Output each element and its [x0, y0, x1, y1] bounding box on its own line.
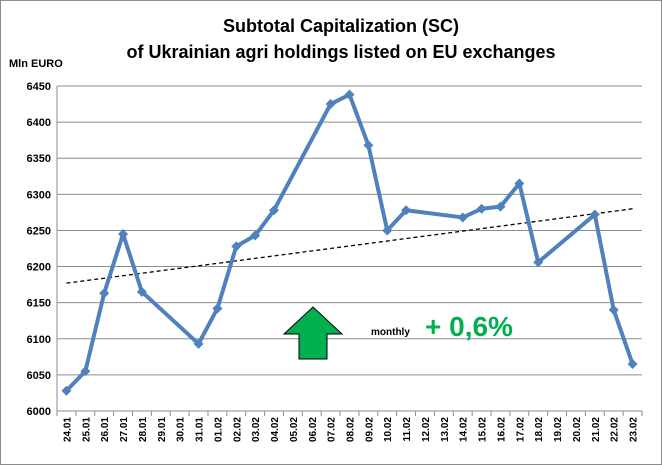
x-tick-label: 08.02: [346, 417, 357, 442]
y-tick-6450: 6450: [27, 81, 51, 93]
x-tick-label: 01.02: [213, 417, 224, 442]
x-tick-label: 23.02: [629, 417, 640, 442]
data-point-14.02: [457, 212, 468, 223]
chart-title-line-1: Subtotal Capitalization (SC): [223, 16, 459, 36]
x-tick-label: 30.01: [176, 417, 187, 442]
x-tick-label: 07.02: [327, 417, 338, 442]
x-tick-label: 03.02: [251, 417, 262, 442]
y-tick-6350: 6350: [27, 153, 51, 165]
data-point-31.01: [193, 338, 204, 349]
axes: [56, 86, 643, 416]
data-point-02.02: [231, 241, 242, 252]
up-arrow-icon: [282, 306, 344, 360]
data-point-17.02: [514, 178, 525, 189]
x-tick-label: 26.01: [100, 417, 111, 442]
x-tick-label: 14.02: [459, 417, 470, 442]
y-tick-6150: 6150: [27, 298, 51, 310]
y-tick-6400: 6400: [27, 117, 51, 129]
data-point-15.02: [476, 203, 487, 214]
x-tick-label: 16.02: [496, 417, 507, 442]
x-tick-label: 11.02: [402, 417, 413, 442]
data-point-22.02: [608, 304, 619, 315]
data-point-09.02: [363, 140, 374, 151]
data-point-16.02: [495, 201, 506, 212]
y-axis-label: Mln EURO: [9, 58, 63, 70]
chart-title-line-2: of Ukrainian agri holdings listed on EU …: [126, 42, 555, 62]
x-tick-label: 04.02: [270, 417, 281, 442]
series-line: [64, 92, 635, 393]
x-tick-label: 24.01: [62, 417, 73, 442]
x-tick-label: 28.01: [138, 417, 149, 442]
series-group: [64, 92, 635, 393]
y-tick-6050: 6050: [27, 370, 51, 382]
data-point-26.01: [99, 288, 110, 299]
x-tick-label: 15.02: [478, 417, 489, 442]
data-point-27.01: [118, 229, 129, 240]
data-point-28.01: [136, 286, 147, 297]
x-tick-label: 06.02: [308, 417, 319, 442]
x-tick-label: 31.01: [195, 417, 206, 442]
data-point-01.02: [212, 303, 223, 314]
data-point-03.02: [250, 230, 261, 241]
x-tick-label: 05.02: [289, 417, 300, 442]
x-tick-label: 21.02: [591, 417, 602, 442]
y-tick-6200: 6200: [27, 262, 51, 274]
data-point-25.01: [80, 366, 91, 377]
data-point-24.01: [61, 385, 72, 396]
data-point-18.02: [533, 257, 544, 268]
data-point-10.02: [382, 225, 393, 236]
points-group: [61, 89, 638, 396]
annotation-label: monthly: [371, 327, 410, 338]
y-tick-6000: 6000: [27, 406, 51, 418]
data-point-23.02: [627, 359, 638, 370]
data-point-04.02: [269, 205, 280, 216]
y-tick-labels: 6000 6050 6100 6150 6200 6250 6300 6350 6400 6450: [27, 81, 51, 418]
data-point-08.02: [344, 89, 355, 100]
x-tick-label: 12.02: [421, 417, 432, 442]
y-tick-6250: 6250: [27, 225, 51, 237]
x-tick-label: 17.02: [515, 417, 526, 442]
trendline: [66, 208, 633, 284]
data-point-11.02: [401, 205, 412, 216]
x-tick-label: 20.02: [572, 417, 583, 442]
x-tick-label: 19.02: [553, 417, 564, 442]
x-tick-label: 10.02: [383, 417, 394, 442]
x-tick-label: 13.02: [440, 417, 451, 442]
x-tick-label: 18.02: [534, 417, 545, 442]
x-tick-label: 02.02: [232, 417, 243, 442]
annotation-value: + 0,6%: [425, 311, 513, 342]
x-tick-label: 27.01: [119, 417, 130, 442]
y-tick-6100: 6100: [27, 334, 51, 346]
data-point-07.02: [325, 99, 336, 110]
gridlines: [57, 85, 642, 376]
x-tick-labels: 24.01 25.01 26.01 27.01 28.01 29.01 30.01 31.01…: [62, 417, 639, 442]
x-tick-label: 09.02: [364, 417, 375, 442]
trendline-group: [66, 208, 633, 284]
data-point-21.02: [589, 209, 600, 220]
y-tick-6300: 6300: [27, 189, 51, 201]
x-tick-label: 22.02: [610, 417, 621, 442]
x-tick-label: 25.01: [81, 417, 92, 442]
x-tick-label: 29.01: [157, 417, 168, 442]
